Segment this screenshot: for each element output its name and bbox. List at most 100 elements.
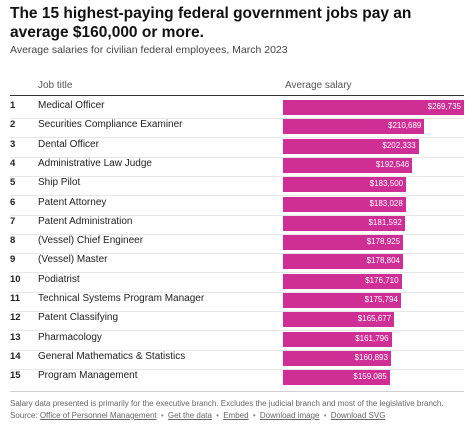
- chart-title: The 15 highest-paying federal government…: [10, 5, 412, 41]
- source-link[interactable]: Office of Personnel Management: [39, 411, 157, 420]
- salary-value-label: $183,028: [369, 198, 403, 208]
- row-divider: [10, 368, 464, 370]
- row-divider: [10, 214, 464, 216]
- row-divider: [10, 233, 464, 235]
- salary-value-label: $210,689: [388, 121, 422, 131]
- bar-row: 8 (Vessel) Chief Engineer $178,925: [10, 232, 464, 255]
- bar-row: 2 Securities Compliance Examiner $210,689: [10, 116, 464, 139]
- bar-row: 15 Program Management $159,085: [10, 367, 464, 386]
- bar-row: 11 Technical Systems Program Manager $175,…: [10, 290, 464, 312]
- row-divider: [10, 291, 464, 293]
- rank-label: 12: [10, 312, 21, 324]
- salary-bar: $202,333: [283, 138, 419, 154]
- rank-label: 1: [10, 100, 16, 111]
- row-divider: [10, 349, 464, 351]
- rank-label: 9: [10, 254, 16, 266]
- rank-label: 14: [10, 350, 21, 362]
- job-title-label: (Vessel) Master: [38, 254, 108, 266]
- row-divider: [10, 118, 464, 119]
- salary-bar: $160,893: [283, 350, 391, 366]
- salary-value-label: $160,893: [354, 352, 388, 362]
- job-title-label: Patent Administration: [38, 215, 133, 227]
- salary-value-label: $175,794: [364, 295, 398, 304]
- footer-separator: •: [160, 411, 164, 420]
- source-label: Source:: [10, 411, 38, 420]
- bar-row: 4 Administrative Law Judge $192,546: [10, 155, 464, 177]
- job-title-label: Ship Pilot: [38, 177, 81, 189]
- salary-value-label: $178,804: [366, 256, 400, 266]
- salary-value-label: $178,925: [366, 237, 401, 247]
- salary-bar: $269,735: [283, 100, 464, 115]
- job-title-label: Patent Attorney: [38, 196, 107, 208]
- salary-bar: $176,710: [283, 273, 402, 289]
- bar-row: 13 Pharmacology $161,796: [10, 329, 464, 351]
- row-divider: [10, 137, 464, 139]
- row-divider: [10, 311, 464, 312]
- footer-separator: •: [323, 411, 327, 420]
- job-title-label: Pharmacology: [38, 331, 102, 343]
- rank-label: 4: [10, 157, 16, 169]
- download-svg-link[interactable]: Download SVG: [330, 411, 386, 420]
- rank-label: 13: [10, 331, 21, 343]
- job-title-label: Administrative Law Judge: [38, 157, 152, 169]
- salary-value-label: $159,085: [353, 372, 387, 382]
- salary-value-label: $176,710: [365, 275, 399, 285]
- row-divider: [10, 175, 464, 177]
- salary-value-label: $192,546: [375, 159, 410, 169]
- footer-note: Salary data presented is primarily for t…: [10, 399, 444, 408]
- job-title-label: Program Management: [38, 370, 138, 382]
- header-rule: [10, 95, 464, 96]
- bar-row: 6 Patent Attorney $183,028: [10, 194, 464, 216]
- job-title-label: Dental Officer: [38, 138, 99, 150]
- rank-label: 7: [10, 215, 16, 227]
- salary-value-label: $161,796: [355, 333, 389, 343]
- salary-bar: $159,085: [283, 370, 390, 386]
- footer-links: Source: Office of Personnel Management •…: [10, 411, 385, 420]
- salary-value-label: $165,677: [357, 314, 392, 324]
- row-divider: [10, 156, 464, 158]
- footer-rule: [10, 391, 464, 392]
- rank-label: 5: [10, 177, 16, 189]
- salary-value-label: $181,592: [368, 217, 402, 227]
- salary-bar: $181,592: [283, 215, 405, 231]
- rank-label: 8: [10, 235, 16, 247]
- rank-label: 15: [10, 370, 21, 382]
- download-image-link[interactable]: Download image: [259, 411, 320, 420]
- job-title-label: Technical Systems Program Manager: [38, 293, 205, 304]
- salary-bar: $175,794: [283, 293, 401, 308]
- chart-subtitle: Average salaries for civilian federal em…: [10, 44, 288, 56]
- footer-separator: •: [216, 411, 219, 420]
- job-title-label: (Vessel) Chief Engineer: [38, 235, 144, 247]
- row-divider: [10, 272, 464, 274]
- salary-bar: $183,028: [283, 196, 406, 212]
- salary-bar: $178,925: [283, 235, 404, 251]
- salary-bar: $165,677: [283, 312, 395, 328]
- bar-row: 9 (Vessel) Master $178,804: [10, 251, 464, 274]
- get-data-link[interactable]: Get the data: [167, 411, 212, 420]
- row-divider: [10, 330, 464, 332]
- job-title-header: Job title: [38, 80, 73, 91]
- bar-row: 1 Medical Officer $269,735: [10, 97, 464, 119]
- row-divider: [10, 195, 464, 197]
- job-title-label: Podiatrist: [38, 273, 80, 285]
- salary-value-label: $183,500: [369, 179, 404, 189]
- salary-bar: $183,500: [283, 177, 407, 193]
- rank-label: 2: [10, 119, 16, 131]
- salary-bar: $178,804: [283, 254, 403, 270]
- bar-row: 10 Podiatrist $176,710: [10, 271, 464, 293]
- bar-row: 5 Ship Pilot $183,500: [10, 174, 464, 197]
- bar-row: 14 General Mathematics & Statistics $160,8…: [10, 348, 464, 370]
- salary-bar: $210,689: [283, 119, 425, 135]
- salary-value-label: $269,735: [427, 102, 461, 111]
- bar-row: 3 Dental Officer $202,333: [10, 136, 464, 158]
- footer-separator: •: [252, 411, 256, 420]
- salary-bar: $161,796: [283, 331, 392, 347]
- salary-value-label: $202,333: [382, 140, 416, 150]
- rank-label: 6: [10, 196, 16, 208]
- job-title-label: Medical Officer: [38, 100, 105, 111]
- job-title-label: General Mathematics & Statistics: [38, 350, 186, 362]
- embed-link[interactable]: Embed: [223, 411, 249, 420]
- salary-bar: $192,546: [283, 157, 413, 173]
- salary-header: Average salary: [285, 80, 352, 91]
